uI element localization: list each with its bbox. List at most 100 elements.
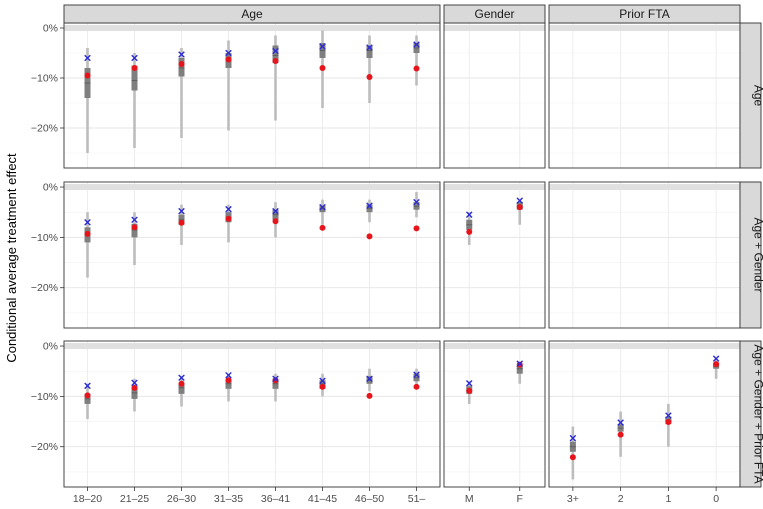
point-estimate-cross	[319, 43, 326, 50]
x-tick-label: 3+	[567, 493, 579, 505]
point-estimate-dot	[319, 65, 326, 71]
point-estimate-dot	[84, 72, 91, 79]
panel-border	[443, 181, 546, 329]
interval-thick	[131, 223, 138, 238]
point-estimate-dot	[178, 380, 185, 387]
interval-thick	[272, 45, 279, 63]
point-estimate-cross	[84, 54, 91, 62]
panel-background	[444, 23, 545, 168]
row-strip-age_gender	[739, 181, 762, 329]
point-estimate-cross	[617, 419, 624, 426]
zero-reference-band	[64, 184, 440, 191]
point-estimate-cross	[712, 355, 720, 362]
point-estimate-cross	[178, 207, 185, 215]
point-estimate-cross	[131, 54, 138, 62]
point-estimate-cross	[413, 41, 420, 48]
plot-layer: Age Gender Prior FTA Age Age + Gender Age + G…	[31, 4, 763, 505]
point-estimate-dot	[413, 383, 420, 390]
column-strip-label: Prior FTA	[619, 7, 669, 21]
point-estimate-cross	[272, 47, 279, 55]
zero-reference-band	[549, 343, 740, 350]
panel-border	[63, 340, 441, 488]
point-estimate-dot	[713, 361, 720, 368]
point-estimate-dot	[131, 224, 138, 231]
y-tick-label: −10%	[31, 232, 58, 244]
interval-thick	[516, 366, 523, 374]
interval-thick	[178, 58, 185, 77]
row-strip-age_gender_fta	[739, 340, 762, 488]
point-estimate-dot	[272, 377, 279, 384]
column-strip-gender	[443, 4, 546, 24]
point-estimate-cross	[516, 360, 524, 367]
column-strip-fta	[548, 4, 741, 24]
column-strip-label: Age	[241, 7, 263, 21]
point-estimate-dot	[617, 431, 624, 438]
panel-background	[64, 182, 440, 328]
interval-thick	[178, 382, 185, 394]
row-strip-label: Age + Gender	[752, 217, 763, 292]
x-tick-label: 31–35	[214, 493, 243, 505]
column-strip-age	[63, 4, 441, 24]
point-estimate-dot	[569, 454, 576, 461]
x-tick-label: 18–20	[73, 493, 102, 505]
zero-reference-band	[444, 343, 545, 350]
panel-background	[549, 182, 740, 328]
point-estimate-dot	[413, 65, 420, 72]
point-estimate-cross	[225, 49, 232, 57]
point-estimate-cross	[366, 375, 373, 383]
point-estimate-cross	[178, 374, 185, 382]
point-estimate-dot	[466, 228, 473, 235]
point-estimate-dot	[516, 361, 523, 368]
y-tick-label: −10%	[31, 73, 58, 85]
point-estimate-dot	[272, 218, 279, 225]
row-strip-label: Age	[752, 85, 763, 107]
point-estimate-cross	[665, 412, 672, 419]
x-tick-label: M	[465, 493, 474, 505]
y-tick-label: 0%	[43, 341, 58, 353]
panel-background	[64, 341, 440, 487]
point-estimate-dot	[366, 74, 373, 80]
point-estimate-dot	[466, 387, 473, 394]
point-estimate-cross	[84, 218, 91, 226]
point-estimate-cross	[366, 202, 373, 209]
x-tick-label: F	[517, 493, 523, 505]
point-estimate-dot	[366, 233, 373, 240]
panel-background	[549, 23, 740, 168]
y-tick-label: 0%	[43, 23, 58, 35]
zero-reference-band	[444, 25, 545, 31]
y-tick-label: −10%	[31, 391, 58, 403]
interval-thick	[366, 45, 373, 58]
y-tick-label: −20%	[31, 282, 58, 294]
interval-thick	[131, 65, 138, 91]
point-estimate-cross	[366, 44, 373, 51]
point-estimate-cross	[131, 216, 138, 224]
panel-background	[444, 341, 545, 487]
zero-reference-band	[549, 25, 740, 31]
zero-reference-band	[64, 25, 440, 31]
point-estimate-cross	[319, 203, 326, 211]
point-estimate-cross	[319, 377, 326, 385]
panel-background	[444, 182, 545, 328]
point-estimate-cross	[413, 198, 420, 206]
point-estimate-cross	[272, 207, 279, 215]
zero-reference-band	[444, 184, 545, 191]
y-axis-title: Conditional average treatment effect	[4, 153, 19, 363]
panel-background	[64, 23, 440, 168]
point-estimate-dot	[178, 61, 185, 67]
point-estimate-dot	[225, 377, 232, 384]
point-estimate-cross	[516, 197, 524, 204]
x-tick-label: 0	[713, 493, 719, 505]
x-tick-label: 41–45	[308, 493, 337, 505]
column-strip-label: Gender	[474, 7, 514, 21]
zero-reference-band	[64, 343, 440, 350]
point-estimate-dot	[84, 230, 91, 237]
x-tick-label: 46–50	[355, 493, 384, 505]
x-tick-label: 26–30	[167, 493, 196, 505]
x-tick-label: 1	[665, 493, 671, 505]
point-estimate-cross	[131, 379, 138, 387]
point-estimate-dot	[131, 65, 138, 71]
point-estimate-dot	[366, 392, 373, 399]
point-estimate-dot	[272, 58, 279, 64]
point-estimate-dot	[665, 419, 672, 426]
